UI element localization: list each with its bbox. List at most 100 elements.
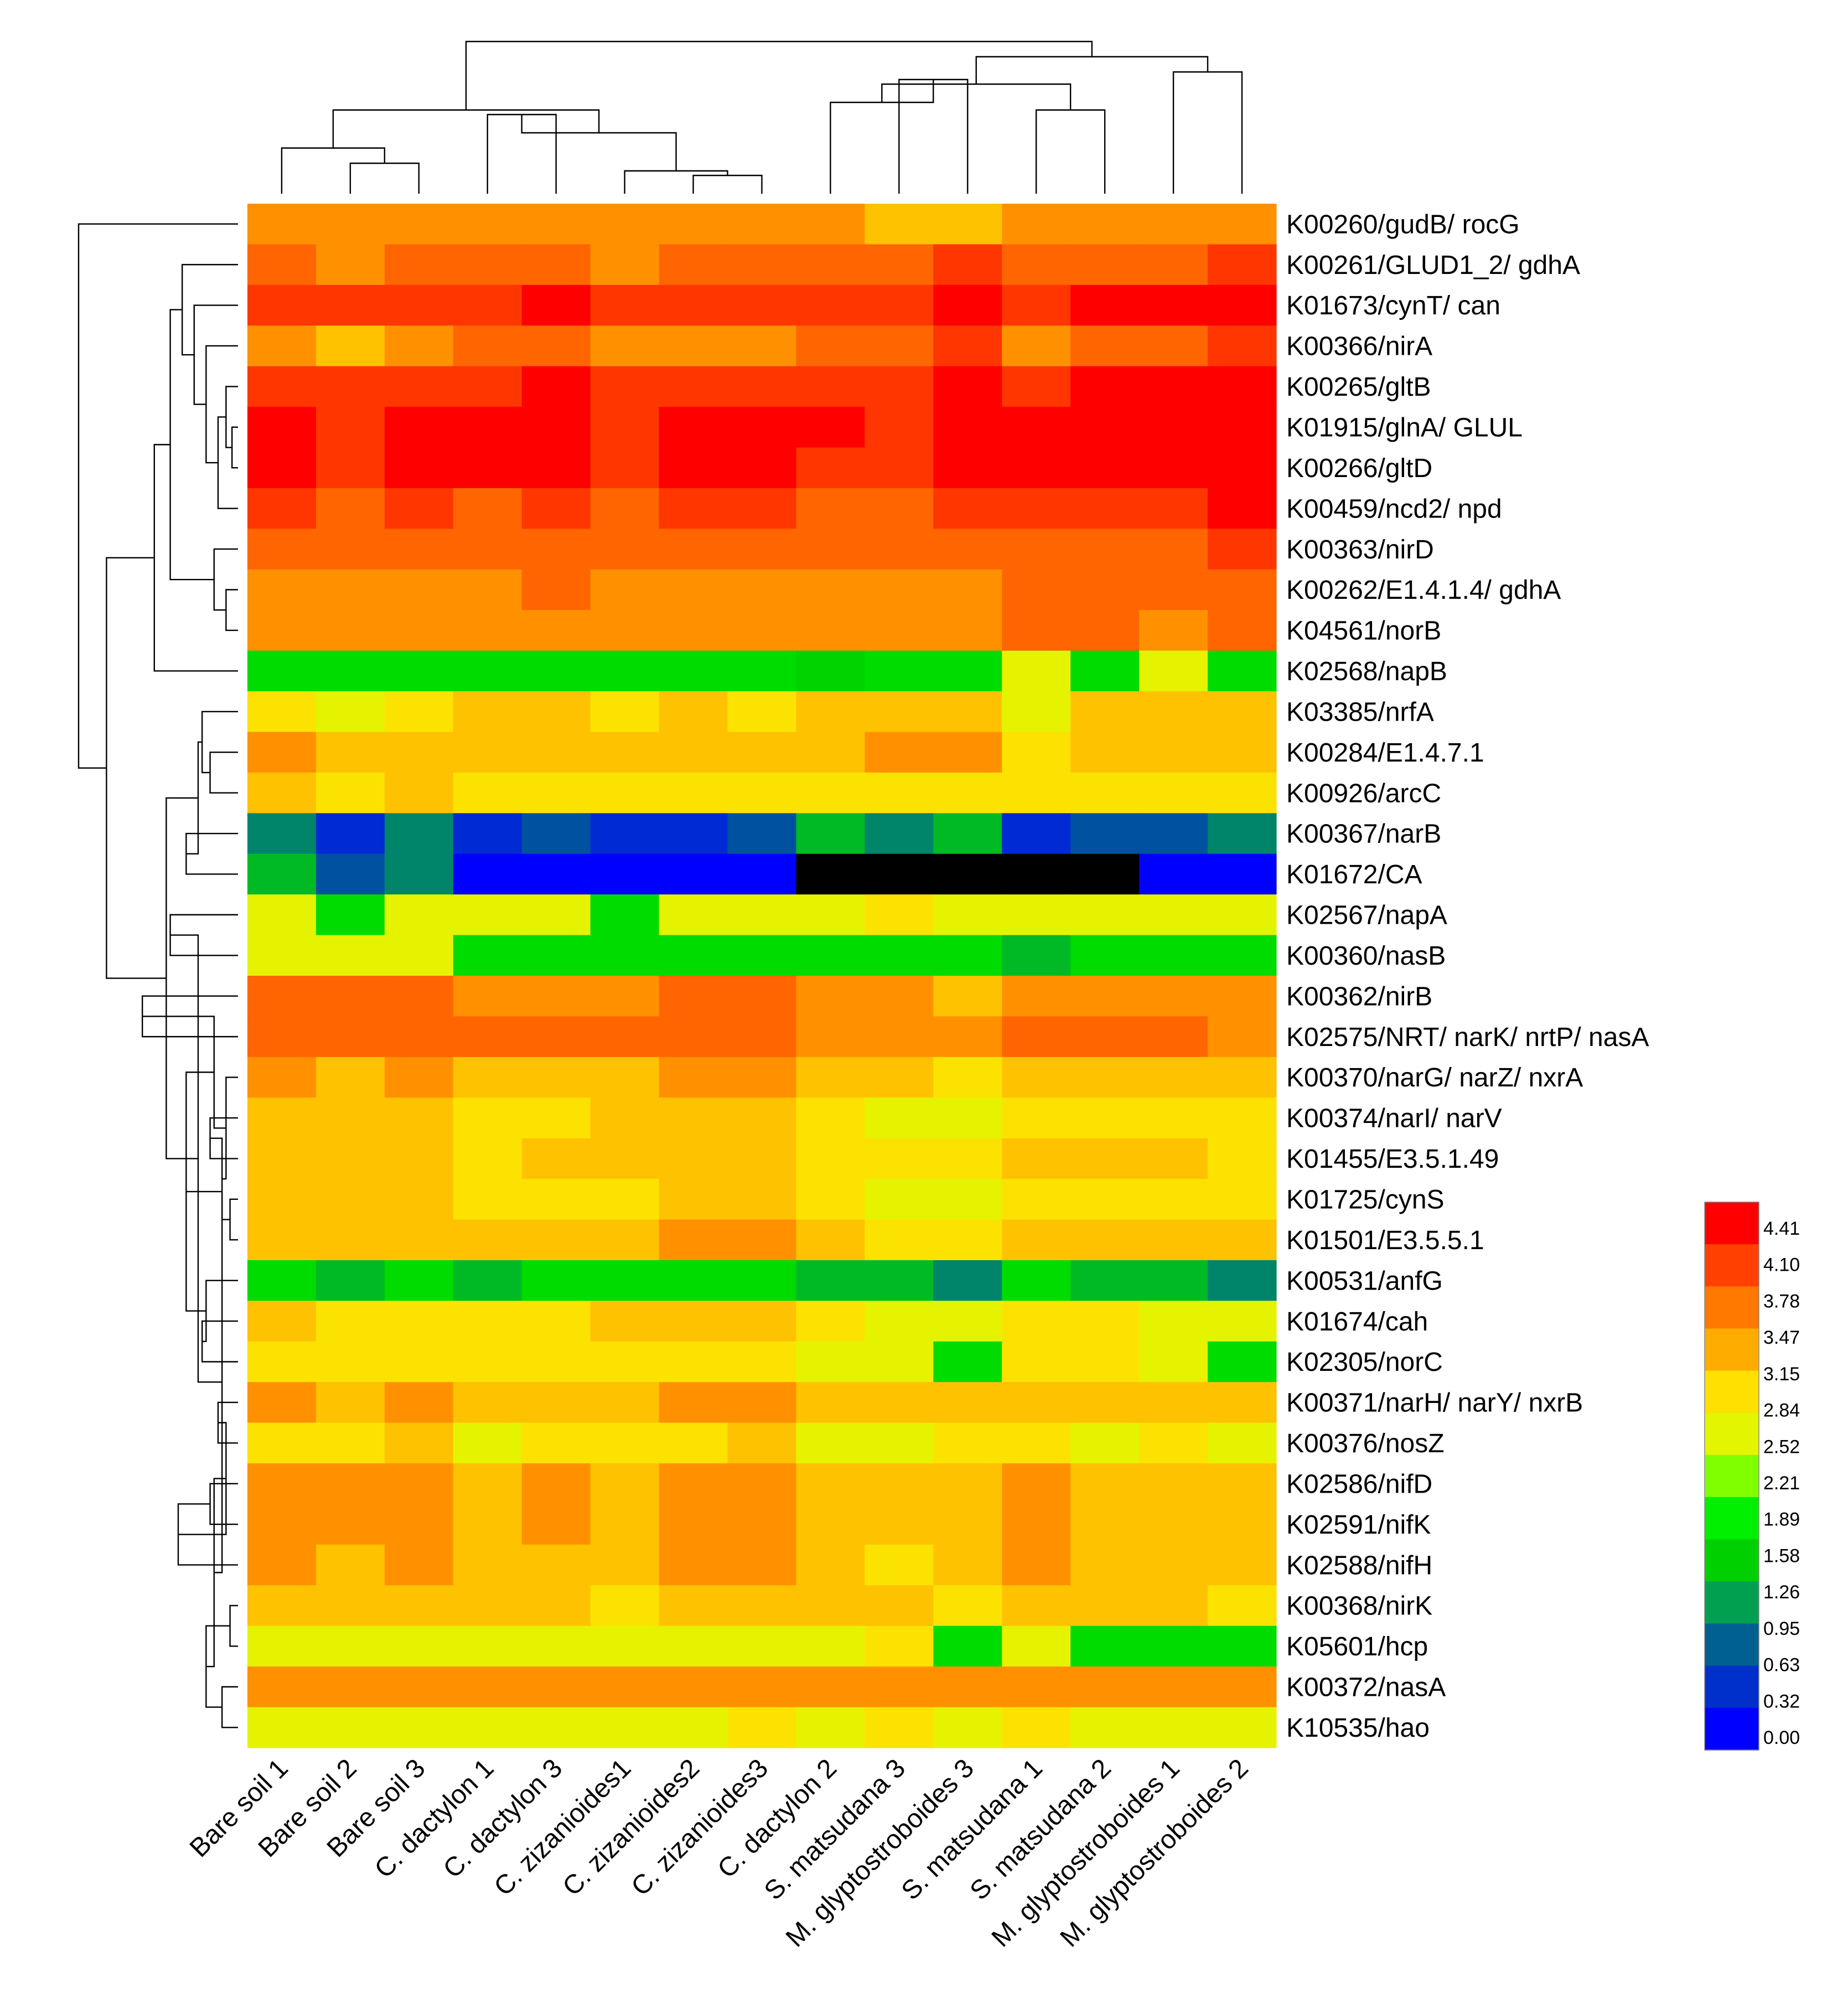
heatmap-cell: [727, 1666, 797, 1708]
heatmap-cell: [1139, 650, 1208, 692]
heatmap-cell: [1070, 650, 1140, 692]
heatmap-cell: [384, 853, 454, 895]
heatmap-cell: [1208, 1625, 1277, 1667]
heatmap-cell: [315, 853, 385, 895]
heatmap-cell: [1002, 813, 1071, 855]
heatmap-cell: [453, 1260, 522, 1301]
heatmap-cell: [384, 772, 454, 814]
color-scale-segment: [1705, 1412, 1759, 1456]
heatmap-cell: [933, 1260, 1002, 1301]
heatmap-cell: [1139, 204, 1208, 245]
heatmap-cell: [1139, 1463, 1208, 1505]
heatmap-cell: [315, 894, 385, 936]
dendrogram-link: [229, 1604, 238, 1647]
heatmap-cell: [315, 325, 385, 367]
heatmap-cell: [727, 488, 797, 529]
heatmap-cell: [1208, 1260, 1277, 1301]
heatmap-cell: [933, 407, 1002, 448]
heatmap-cell: [521, 569, 591, 610]
heatmap-cell: [1002, 772, 1071, 814]
heatmap-cell: [865, 1666, 934, 1708]
heatmap-cell: [933, 488, 1002, 529]
dendrogram-link: [221, 1686, 238, 1728]
heatmap-cell: [384, 447, 454, 489]
heatmap-cell: [1208, 284, 1277, 326]
heatmap-cell: [727, 772, 797, 814]
heatmap-cell: [1139, 1219, 1208, 1261]
heatmap-cell: [1070, 1625, 1140, 1667]
heatmap-cell: [865, 366, 934, 407]
heatmap-cell: [384, 1666, 454, 1708]
heatmap-cell: [1070, 447, 1140, 489]
heatmap-cell: [1139, 366, 1208, 407]
heatmap-cell: [453, 976, 522, 1017]
heatmap-cell: [796, 853, 865, 895]
heatmap-cell: [933, 1301, 1002, 1342]
heatmap-cell: [1208, 772, 1277, 814]
row-label: K00367/narB: [1286, 820, 1441, 849]
heatmap-cell: [453, 204, 522, 245]
heatmap-cell: [247, 772, 317, 814]
heatmap-cell: [1002, 488, 1071, 529]
heatmap-cell: [247, 935, 317, 976]
color-scale-tick-label: 0.63: [1763, 1655, 1800, 1676]
heatmap-cell: [727, 407, 797, 448]
heatmap-cell: [1208, 1707, 1277, 1748]
heatmap-cell: [384, 325, 454, 367]
heatmap-cell: [1139, 1301, 1208, 1342]
heatmap-cell: [1070, 1138, 1140, 1179]
heatmap-cell: [1070, 1260, 1140, 1301]
heatmap-cell: [727, 244, 797, 286]
heatmap-cell: [453, 1301, 522, 1342]
heatmap-cell: [1208, 732, 1277, 773]
row-label: K00360/nasB: [1286, 941, 1446, 971]
heatmap-cell: [247, 244, 317, 286]
dendrogram-link: [169, 309, 214, 581]
heatmap-cell: [659, 204, 728, 245]
heatmap-cell: [865, 447, 934, 489]
row-label: K00265/gltB: [1286, 372, 1431, 402]
heatmap-cell: [659, 325, 728, 367]
row-labels: K00260/gudB/ rocG K00261/GLUD1_2/ gdhA K01…: [1286, 210, 1649, 1743]
heatmap-cell: [247, 569, 317, 610]
row-label: K04561/norB: [1286, 617, 1441, 646]
heatmap-cell: [315, 976, 385, 1017]
dendrogram-link: [692, 174, 763, 194]
heatmap-cell: [315, 1138, 385, 1179]
heatmap-cell: [453, 1504, 522, 1545]
heatmap-cell: [796, 732, 865, 773]
heatmap-cell: [796, 488, 865, 529]
heatmap-cell: [933, 732, 1002, 773]
heatmap-cell: [659, 407, 728, 448]
heatmap-cell: [247, 1585, 317, 1627]
heatmap-cell: [384, 1585, 454, 1627]
heatmap-cell: [1139, 488, 1208, 529]
heatmap-cell: [453, 1138, 522, 1179]
heatmap-cell: [453, 1016, 522, 1058]
heatmap-cell: [521, 1138, 591, 1179]
heatmap-cell: [315, 244, 385, 286]
dendrogram-link: [229, 1198, 238, 1241]
heatmap-cell: [315, 650, 385, 692]
heatmap-cell: [796, 325, 865, 367]
heatmap-cell: [933, 1341, 1002, 1383]
heatmap-cell: [1208, 1463, 1277, 1505]
heatmap-cell: [1002, 1301, 1071, 1342]
dendrogram-link: [182, 263, 238, 356]
color-scale-tick-label: 1.26: [1763, 1582, 1800, 1603]
heatmap-cell: [247, 732, 317, 773]
heatmap-cell: [590, 1585, 660, 1627]
heatmap-cell: [1070, 1666, 1140, 1708]
heatmap-cell: [1139, 244, 1208, 286]
heatmap-cell: [247, 1544, 317, 1586]
heatmap-cell: [727, 1463, 797, 1505]
dendrogram-link: [165, 797, 198, 1159]
heatmap-cell: [247, 1219, 317, 1261]
heatmap-cell: [384, 284, 454, 326]
heatmap-cell: [521, 488, 591, 529]
heatmap-cell: [933, 529, 1002, 570]
heatmap-cell: [247, 650, 317, 692]
heatmap-cell: [727, 569, 797, 610]
heatmap-cell: [1070, 976, 1140, 1017]
row-label: K01674/cah: [1286, 1307, 1428, 1337]
